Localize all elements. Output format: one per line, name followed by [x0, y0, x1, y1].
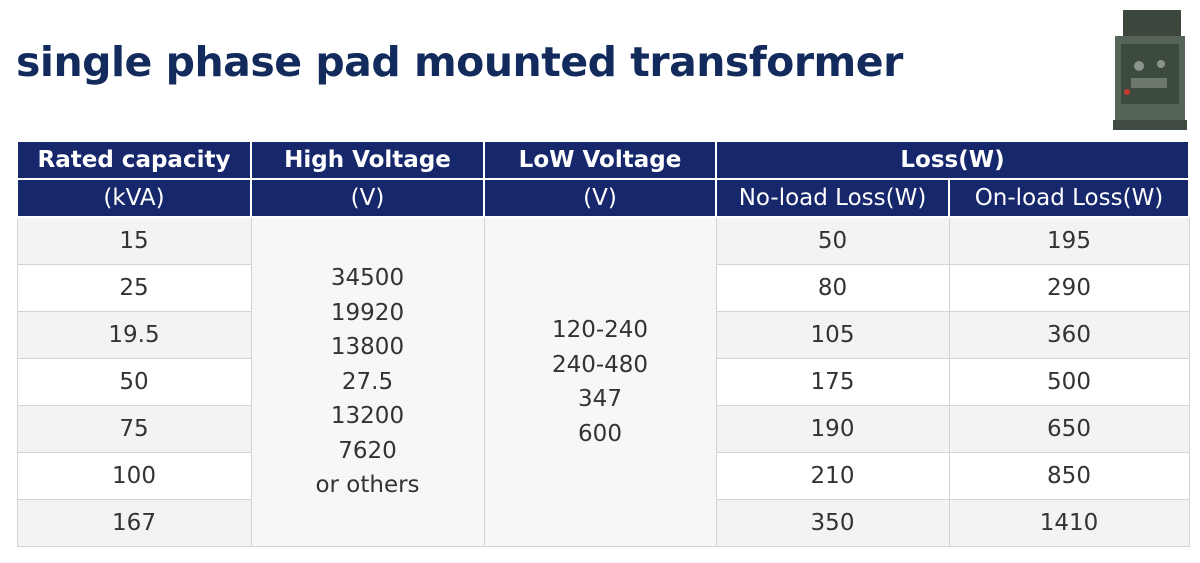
- high-voltage-cell: 34500 19920 13800 27.5 13200 7620 or oth…: [250, 216, 485, 547]
- table-row: 15 34500 19920 13800 27.5 13200 7620 or …: [16, 216, 1190, 547]
- header-low-voltage: LoW Voltage: [483, 140, 717, 180]
- capacity-cell: 25: [16, 264, 252, 312]
- high-voltage-value: 7620: [338, 437, 397, 464]
- low-voltage-value: 240-480: [551, 351, 649, 378]
- no-load-loss-cell: 50: [715, 216, 950, 265]
- transformer-base: [1113, 120, 1187, 130]
- low-voltage-value: 120-240: [551, 317, 649, 343]
- spec-table: Rated capacity High Voltage LoW Voltage …: [16, 140, 1191, 547]
- header-no-load-loss: No-load Loss(W): [715, 178, 950, 218]
- lock-indicator: [1124, 89, 1130, 95]
- high-voltage-value: 34500: [330, 265, 405, 292]
- capacity-cell: 15: [16, 216, 252, 265]
- low-voltage-value: 347: [578, 386, 622, 412]
- high-voltage-value: 27.5: [341, 368, 394, 395]
- table-row: 167 350 1410: [16, 499, 1190, 547]
- no-load-loss-cell: 105: [715, 311, 950, 359]
- open-door-panel: [1123, 10, 1181, 38]
- header-high-voltage-unit: (V): [250, 178, 485, 218]
- no-load-loss-cell: 80: [715, 264, 950, 312]
- capacity-cell: 167: [16, 499, 252, 547]
- no-load-loss-cell: 190: [715, 405, 950, 453]
- header-low-voltage-unit: (V): [483, 178, 717, 218]
- low-voltage-value: 600: [578, 420, 622, 447]
- page-title: single phase pad mounted transformer: [16, 38, 903, 86]
- on-load-loss-cell: 650: [948, 405, 1190, 453]
- table-row: 25 80 290: [16, 264, 1190, 312]
- table-row: 75 190 650: [16, 405, 1190, 453]
- capacity-cell: 100: [16, 452, 252, 500]
- on-load-loss-cell: 850: [948, 452, 1190, 500]
- no-load-loss-cell: 350: [715, 499, 950, 547]
- on-load-loss-cell: 195: [948, 216, 1190, 265]
- transformer-product-photo: [1113, 10, 1187, 130]
- header-rated-capacity: Rated capacity: [16, 140, 252, 180]
- high-voltage-value: 19920: [330, 299, 405, 326]
- header-row-1: Rated capacity High Voltage LoW Voltage …: [16, 140, 1191, 180]
- no-load-loss-cell: 210: [715, 452, 950, 500]
- header-row-2: (kVA) (V) (V) No-load Loss(W) On-load Lo…: [16, 178, 1191, 218]
- table-row: 100 210 850: [16, 452, 1190, 500]
- capacity-cell: 19.5: [16, 311, 252, 359]
- capacity-cell: 75: [16, 405, 252, 453]
- header-loss: Loss(W): [714, 140, 1191, 180]
- high-voltage-value: 13200: [330, 403, 405, 430]
- header-rated-capacity-unit: (kVA): [16, 178, 252, 218]
- on-load-loss-cell: 360: [948, 311, 1190, 359]
- on-load-loss-cell: 500: [948, 358, 1190, 406]
- header-high-voltage: High Voltage: [250, 140, 485, 180]
- capacity-cell: 50: [16, 358, 252, 406]
- low-voltage-cell: 120-240 240-480 347 600: [483, 216, 717, 547]
- high-voltage-value: 13800: [330, 334, 405, 361]
- no-load-loss-cell: 175: [715, 358, 950, 406]
- table-row: 50 175 500: [16, 358, 1190, 406]
- header-on-load-loss: On-load Loss(W): [947, 178, 1191, 218]
- high-voltage-value: or others: [315, 472, 420, 499]
- on-load-loss-cell: 290: [948, 264, 1190, 312]
- on-load-loss-cell: 1410: [948, 499, 1190, 547]
